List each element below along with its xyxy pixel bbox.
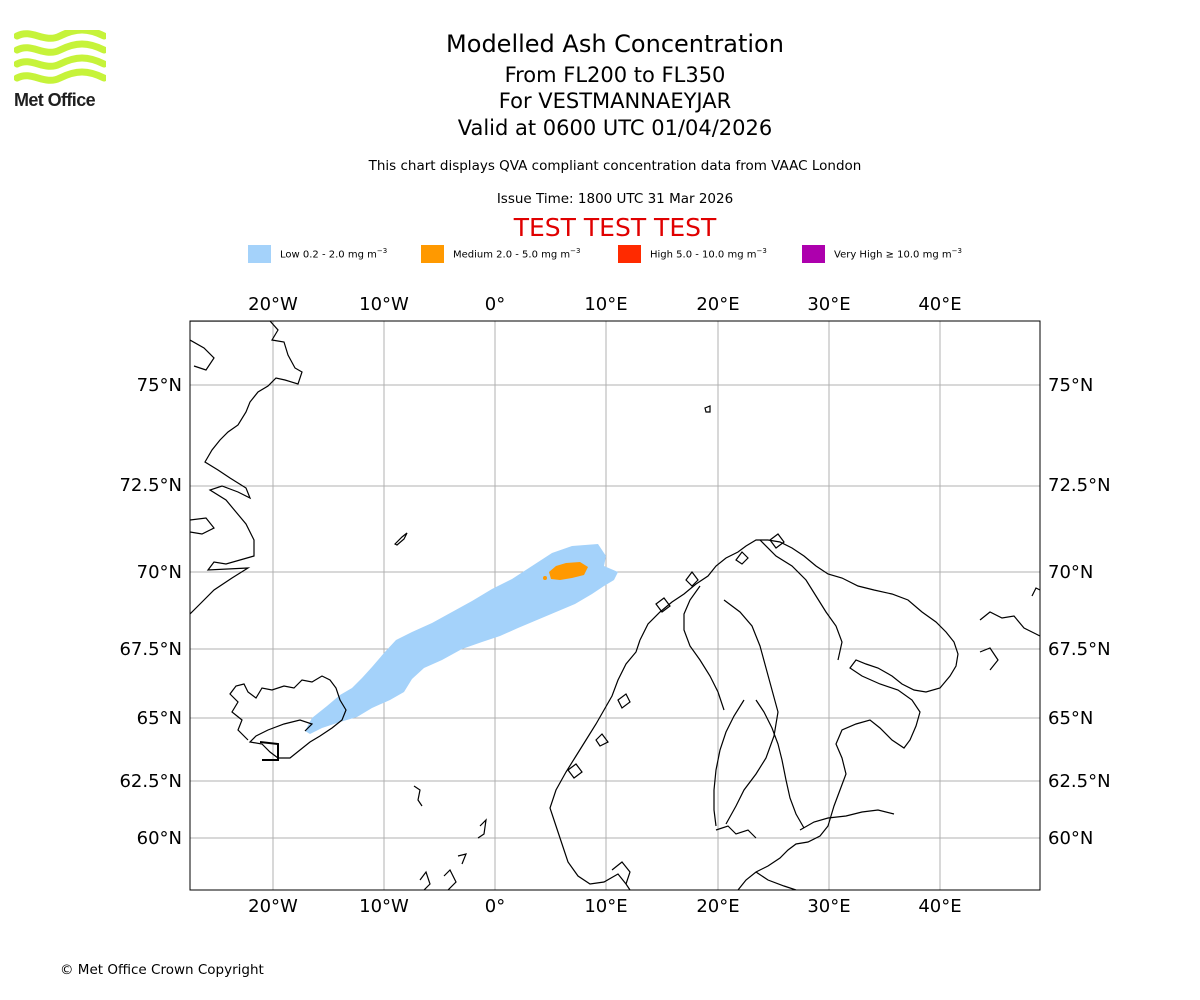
lat-label: 72.5°N xyxy=(1048,475,1111,496)
volcano-name: For VESTMANNAEYJAR xyxy=(498,89,732,113)
lat-label: 62.5°N xyxy=(119,771,182,792)
lat-labels-left: 75°N 72.5°N 70°N 67.5°N 65°N 62.5°N 60°N xyxy=(119,375,182,849)
lat-label: 70°N xyxy=(137,562,182,583)
lon-labels-bottom: 20°W 10°W 0° 10°E 20°E 30°E 40°E xyxy=(248,896,961,917)
legend-swatch-very-high xyxy=(802,245,825,263)
lon-label: 10°W xyxy=(359,896,409,917)
legend-swatch-high xyxy=(618,245,641,263)
test-banner: TEST TEST TEST xyxy=(513,213,717,242)
ash-plume-medium xyxy=(549,562,588,580)
flight-level-range: From FL200 to FL350 xyxy=(504,63,726,87)
coastline-bear-island xyxy=(704,405,711,413)
legend-item-low: Low 0.2 - 2.0 mg m−3 xyxy=(248,244,387,264)
met-office-logo: Met Office xyxy=(14,30,106,112)
issue-time: Issue Time: 1800 UTC 31 Mar 2026 xyxy=(496,191,734,207)
coastline-scandinavia xyxy=(639,539,959,890)
lon-label: 10°E xyxy=(584,294,627,315)
lon-labels-top: 20°W 10°W 0° 10°E 20°E 30°E 40°E xyxy=(248,294,961,315)
valid-time: Valid at 0600 UTC 01/04/2026 xyxy=(457,116,773,140)
lon-label: 20°W xyxy=(248,896,298,917)
gridlines xyxy=(190,321,1040,890)
legend-label-very-high: Very High ≥ 10.0 mg m−3 xyxy=(834,247,962,261)
chart-title: Modelled Ash Concentration xyxy=(446,30,784,58)
lon-label: 0° xyxy=(485,294,505,315)
legend-item-medium: Medium 2.0 - 5.0 mg m−3 xyxy=(421,244,580,264)
lon-label: 40°E xyxy=(918,896,961,917)
lat-label: 70°N xyxy=(1048,562,1093,583)
lon-label: 40°E xyxy=(918,294,961,315)
lat-label: 67.5°N xyxy=(119,639,182,660)
legend-swatch-medium xyxy=(421,245,444,263)
lat-label: 75°N xyxy=(137,375,182,396)
coastline-iceland xyxy=(229,675,347,759)
lon-label: 10°W xyxy=(359,294,409,315)
lon-label: 10°E xyxy=(584,896,627,917)
legend-item-high: High 5.0 - 10.0 mg m−3 xyxy=(618,244,767,264)
lon-label: 20°W xyxy=(248,294,298,315)
lat-label: 65°N xyxy=(137,708,182,729)
legend-swatch-low xyxy=(248,245,271,263)
lat-label: 60°N xyxy=(1048,828,1093,849)
lat-label: 62.5°N xyxy=(1048,771,1111,792)
coastlines xyxy=(190,321,1040,890)
lon-label: 20°E xyxy=(696,294,739,315)
lat-labels-right: 75°N 72.5°N 70°N 67.5°N 65°N 62.5°N 60°N xyxy=(1048,375,1111,849)
legend-label-low: Low 0.2 - 2.0 mg m−3 xyxy=(280,247,388,261)
map-frame xyxy=(189,320,1041,891)
lon-label: 20°E xyxy=(696,896,739,917)
lon-label: 30°E xyxy=(807,294,850,315)
ash-plume-low xyxy=(305,544,618,734)
legend-label-high: High 5.0 - 10.0 mg m−3 xyxy=(650,247,767,261)
lat-label: 65°N xyxy=(1048,708,1093,729)
lon-label: 30°E xyxy=(807,896,850,917)
coastline-jan-mayen xyxy=(393,532,408,546)
legend-label-medium: Medium 2.0 - 5.0 mg m−3 xyxy=(453,247,581,261)
lat-label: 67.5°N xyxy=(1048,639,1111,660)
lat-label: 72.5°N xyxy=(119,475,182,496)
lat-label: 75°N xyxy=(1048,375,1093,396)
lat-label: 60°N xyxy=(137,828,182,849)
logo-text: Met Office xyxy=(14,90,96,110)
chart-description: This chart displays QVA compliant concen… xyxy=(368,158,862,174)
ash-spot-medium xyxy=(543,576,547,580)
copyright: © Met Office Crown Copyright xyxy=(60,962,264,978)
coastline-greenland xyxy=(190,321,303,615)
met-office-waves-icon xyxy=(14,30,106,84)
lon-label: 0° xyxy=(485,896,505,917)
legend-item-very-high: Very High ≥ 10.0 mg m−3 xyxy=(802,244,962,264)
